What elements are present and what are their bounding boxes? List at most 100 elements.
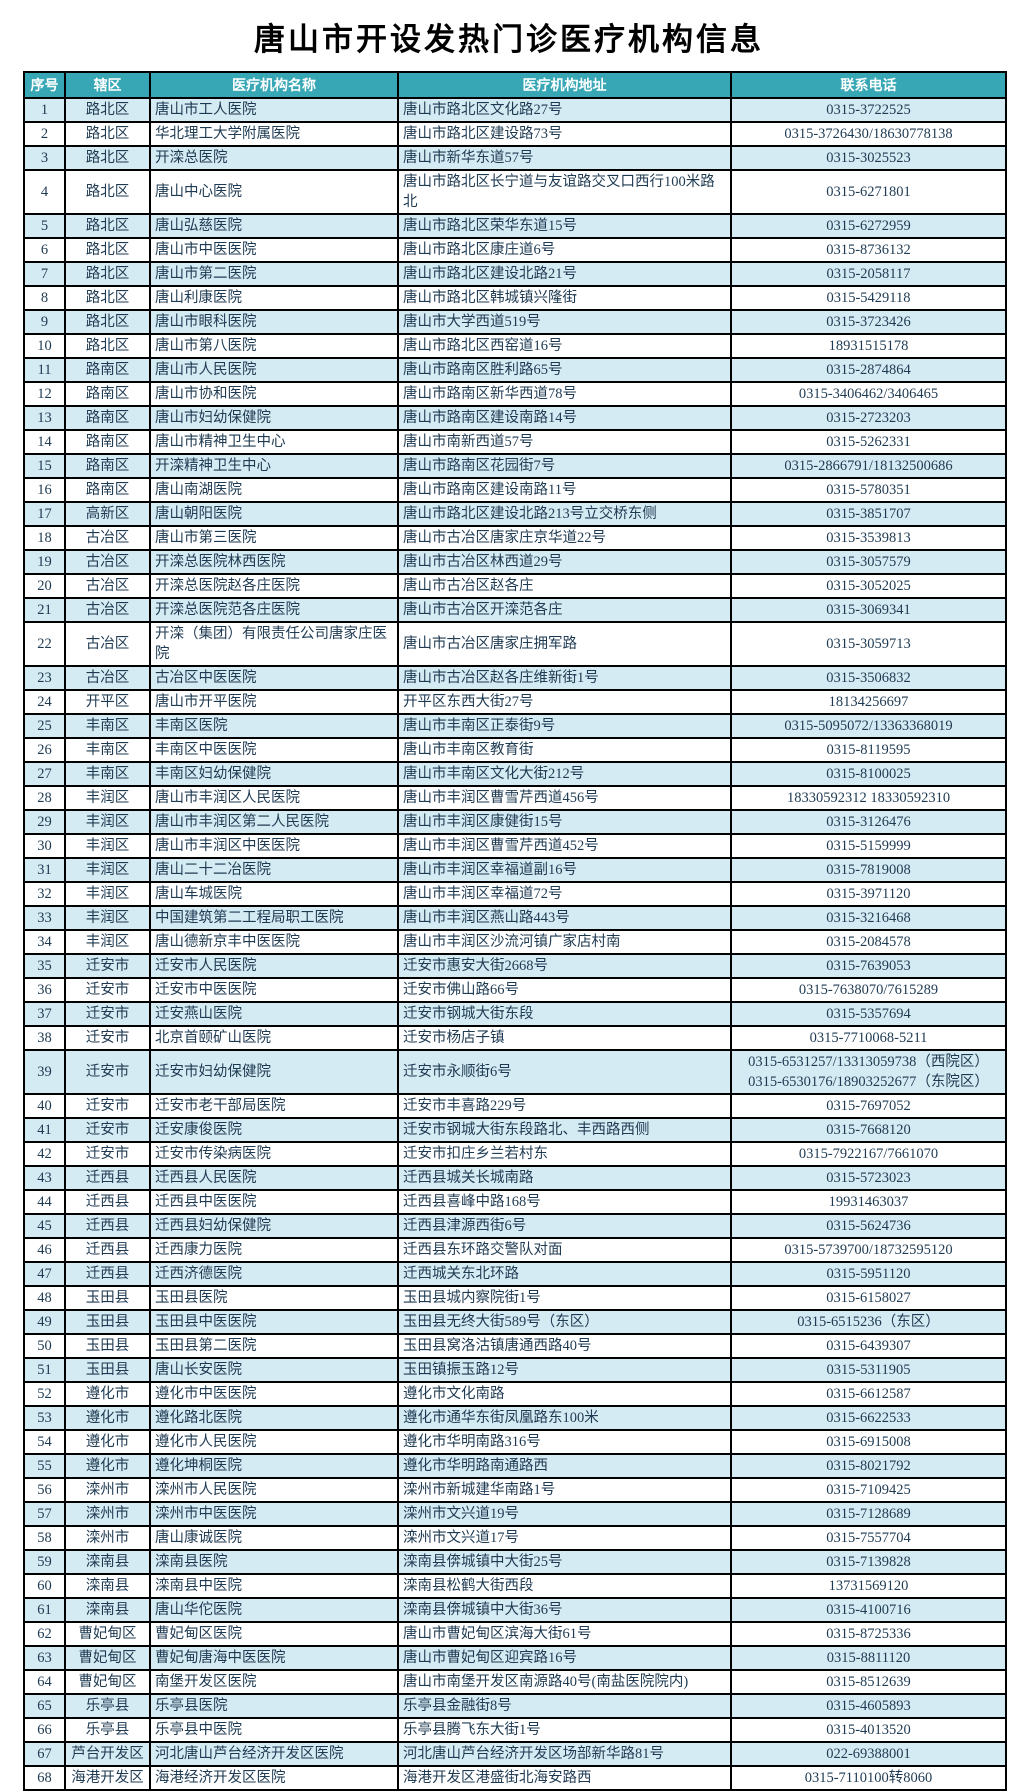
cell-name: 唐山市妇幼保健院	[149, 405, 399, 431]
cell-seq: 62	[23, 1621, 66, 1647]
table-row: 57 滦州市 滦州市中医医院 滦州市文兴道19号 0315-7128689	[23, 1501, 1007, 1527]
table-row: 25 丰南区 丰南区医院 唐山市丰南区正泰街9号 0315-5095072/133633…	[23, 713, 1007, 739]
table-row: 24 开平区 唐山市开平医院 开平区东西大街27号 18134256697	[23, 689, 1007, 715]
cell-district: 路北区	[64, 333, 151, 359]
cell-address: 唐山市古冶区林西道29号	[397, 549, 732, 575]
cell-district: 丰南区	[64, 713, 151, 739]
cell-district: 路北区	[64, 261, 151, 287]
table-row: 8 路北区 唐山利康医院 唐山市路北区韩城镇兴隆街 0315-5429118	[23, 285, 1007, 311]
cell-phone: 0315-2866791/18132500686	[730, 453, 1007, 479]
cell-phone: 0315-3722525	[730, 97, 1007, 123]
cell-phone: 0315-3723426	[730, 309, 1007, 335]
table-row: 34 丰润区 唐山德新京丰中医医院 唐山市丰润区沙流河镇广家店村南 0315-20845…	[23, 929, 1007, 955]
cell-phone: 022-69388001	[730, 1741, 1007, 1767]
cell-address: 唐山市路南区建设南路14号	[397, 405, 732, 431]
cell-seq: 21	[23, 597, 66, 623]
cell-phone: 0315-6272959	[730, 213, 1007, 239]
cell-district: 迁安市	[64, 1025, 151, 1051]
cell-address: 迁西县津源西街6号	[397, 1213, 732, 1239]
table-row: 13 路南区 唐山市妇幼保健院 唐山市路南区建设南路14号 0315-2723203	[23, 405, 1007, 431]
cell-seq: 48	[23, 1285, 66, 1311]
cell-district: 迁安市	[64, 1141, 151, 1167]
cell-name: 迁安市传染病医院	[149, 1141, 399, 1167]
cell-name: 丰南区妇幼保健院	[149, 761, 399, 787]
cell-phone: 0315-7128689	[730, 1501, 1007, 1527]
cell-name: 唐山南湖医院	[149, 477, 399, 503]
cell-phone: 0315-7110100转8060	[730, 1765, 1007, 1791]
cell-seq: 50	[23, 1333, 66, 1359]
cell-name: 开滦精神卫生中心	[149, 453, 399, 479]
cell-phone: 0315-6439307	[730, 1333, 1007, 1359]
cell-phone: 0315-6158027	[730, 1285, 1007, 1311]
cell-phone: 0315-7557704	[730, 1525, 1007, 1551]
cell-name: 迁安市中医医院	[149, 977, 399, 1003]
table-row: 20 古冶区 开滦总医院赵各庄医院 唐山市古冶区赵各庄 0315-3052025	[23, 573, 1007, 599]
cell-seq: 52	[23, 1381, 66, 1407]
cell-name: 河北唐山芦台经济开发区医院	[149, 1741, 399, 1767]
cell-phone: 0315-7697052	[730, 1093, 1007, 1119]
table-header-row: 序号 辖区 医疗机构名称 医疗机构地址 联系电话	[23, 71, 1007, 99]
cell-district: 玉田县	[64, 1333, 151, 1359]
table-row: 39 迁安市 迁安市妇幼保健院 迁安市永顺街6号 0315-6531257/133130…	[23, 1049, 1007, 1095]
cell-seq: 14	[23, 429, 66, 455]
cell-address: 唐山市路北区长宁道与友谊路交叉口西行100米路北	[397, 169, 732, 215]
cell-seq: 49	[23, 1309, 66, 1335]
cell-district: 滦南县	[64, 1597, 151, 1623]
cell-district: 丰润区	[64, 833, 151, 859]
cell-address: 唐山市丰润区幸福道副16号	[397, 857, 732, 883]
cell-phone: 0315-8811120	[730, 1645, 1007, 1671]
cell-district: 遵化市	[64, 1405, 151, 1431]
cell-seq: 12	[23, 381, 66, 407]
cell-address: 唐山市曹妃甸区迎宾路16号	[397, 1645, 732, 1671]
cell-address: 唐山市丰润区曹雪芹西道452号	[397, 833, 732, 859]
cell-address: 唐山市丰润区康健街15号	[397, 809, 732, 835]
cell-phone: 19931463037	[730, 1189, 1007, 1215]
cell-address: 迁安市丰喜路229号	[397, 1093, 732, 1119]
cell-seq: 58	[23, 1525, 66, 1551]
cell-phone: 0315-6612587	[730, 1381, 1007, 1407]
cell-address: 遵化市通华东街凤凰路东100米	[397, 1405, 732, 1431]
cell-seq: 41	[23, 1117, 66, 1143]
table-row: 10 路北区 唐山市第八医院 唐山市路北区西窑道16号 18931515178	[23, 333, 1007, 359]
table-row: 26 丰南区 丰南区中医医院 唐山市丰南区教育街 0315-8119595	[23, 737, 1007, 763]
table-row: 63 曹妃甸区 曹妃甸唐海中医医院 唐山市曹妃甸区迎宾路16号 0315-8811120	[23, 1645, 1007, 1671]
table-row: 22 古冶区 开滦（集团）有限责任公司唐家庄医院 唐山市古冶区唐家庄拥军路 0315-3…	[23, 621, 1007, 667]
cell-name: 华北理工大学附属医院	[149, 121, 399, 147]
cell-district: 乐亭县	[64, 1693, 151, 1719]
cell-phone: 0315-6915008	[730, 1429, 1007, 1455]
cell-address: 唐山市路北区建设北路213号立交桥东侧	[397, 501, 732, 527]
cell-seq: 9	[23, 309, 66, 335]
cell-seq: 24	[23, 689, 66, 715]
cell-name: 开滦总医院林西医院	[149, 549, 399, 575]
cell-phone: 0315-3406462/3406465	[730, 381, 1007, 407]
cell-phone: 0315-8119595	[730, 737, 1007, 763]
table-row: 41 迁安市 迁安康俊医院 迁安市钢城大街东段路北、丰西路西侧 0315-7668120	[23, 1117, 1007, 1143]
cell-address: 迁西县喜峰中路168号	[397, 1189, 732, 1215]
table-row: 42 迁安市 迁安市传染病医院 迁安市扣庄乡兰若村东 0315-7922167/7661…	[23, 1141, 1007, 1167]
cell-name: 开滦（集团）有限责任公司唐家庄医院	[149, 621, 399, 667]
cell-address: 迁安市扣庄乡兰若村东	[397, 1141, 732, 1167]
cell-address: 滦南县松鹤大街西段	[397, 1573, 732, 1599]
cell-address: 滦州市文兴道17号	[397, 1525, 732, 1551]
table-row: 23 古冶区 古冶区中医医院 唐山市古冶区赵各庄维新街1号 0315-3506832	[23, 665, 1007, 691]
cell-seq: 63	[23, 1645, 66, 1671]
cell-seq: 3	[23, 145, 66, 171]
cell-name: 丰南区中医医院	[149, 737, 399, 763]
cell-seq: 32	[23, 881, 66, 907]
cell-name: 迁安市老干部局医院	[149, 1093, 399, 1119]
cell-address: 唐山市路北区建设路73号	[397, 121, 732, 147]
cell-district: 迁西县	[64, 1189, 151, 1215]
page-title: 唐山市开设发热门诊医疗机构信息	[254, 22, 764, 57]
table-row: 48 玉田县 玉田县医院 玉田县城内察院街1号 0315-6158027	[23, 1285, 1007, 1311]
cell-name: 唐山市第八医院	[149, 333, 399, 359]
cell-seq: 45	[23, 1213, 66, 1239]
cell-address: 滦州市文兴道19号	[397, 1501, 732, 1527]
cell-name: 滦南县医院	[149, 1549, 399, 1575]
cell-name: 唐山市中医医院	[149, 237, 399, 263]
cell-address: 迁安市惠安大街2668号	[397, 953, 732, 979]
table-row: 30 丰润区 唐山市丰润区中医医院 唐山市丰润区曹雪芹西道452号 0315-51599…	[23, 833, 1007, 859]
cell-phone: 0315-7819008	[730, 857, 1007, 883]
cell-name: 迁安康俊医院	[149, 1117, 399, 1143]
cell-name: 迁西康力医院	[149, 1237, 399, 1263]
table-row: 9 路北区 唐山市眼科医院 唐山市大学西道519号 0315-3723426	[23, 309, 1007, 335]
